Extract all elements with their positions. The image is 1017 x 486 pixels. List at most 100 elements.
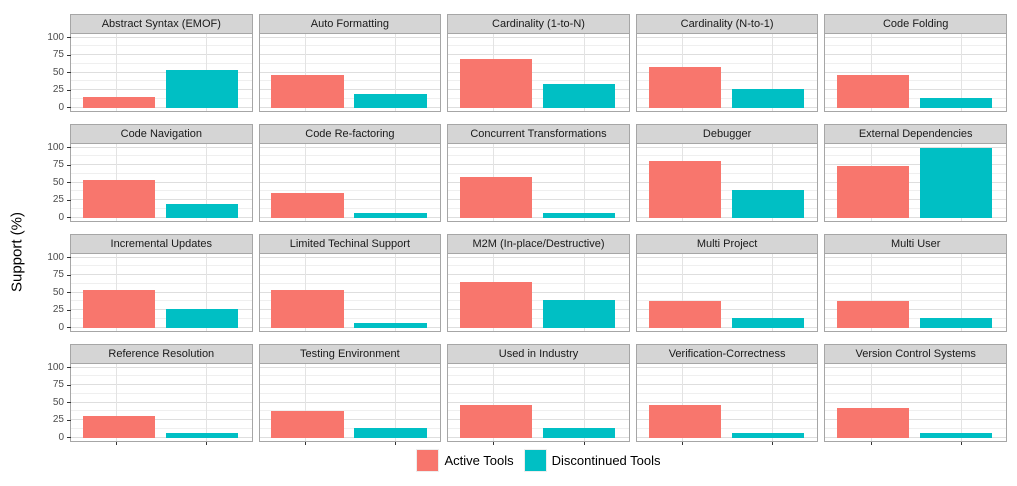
bar-discontinued xyxy=(920,98,993,108)
bar-discontinued xyxy=(543,299,616,328)
bar-active xyxy=(648,160,721,218)
gridline-minor xyxy=(825,265,1006,267)
bar-discontinued xyxy=(731,88,804,108)
facet-title: Reference Resolution xyxy=(70,344,253,364)
gridline-major xyxy=(825,256,1006,258)
gridline-minor xyxy=(71,375,252,377)
y-tick-mark xyxy=(67,107,71,108)
gridline-major xyxy=(71,366,252,368)
gridline-vertical xyxy=(395,144,397,221)
facet: Version Control Systems xyxy=(824,344,1007,445)
facet: Incremental Updates 0 25 50 75 100 xyxy=(47,234,253,332)
y-tick-mark xyxy=(67,37,71,38)
y-tick: 75 xyxy=(53,380,71,390)
y-axis: 0 25 50 75 100 xyxy=(25,251,71,333)
y-tick: 50 xyxy=(53,177,71,188)
facet-panel xyxy=(824,34,1007,112)
facet-panel xyxy=(447,254,630,332)
facet-panel: 0 25 50 75 100 xyxy=(47,252,253,332)
gridline-major xyxy=(448,36,629,38)
gridline-minor xyxy=(259,392,441,394)
y-tick-label: 50 xyxy=(52,286,64,298)
y-tick-mark xyxy=(67,147,71,148)
bar-discontinued xyxy=(165,70,239,108)
y-tick-mark xyxy=(67,164,71,166)
gridline-minor xyxy=(259,155,441,157)
gridline-major xyxy=(71,401,252,403)
y-tick-label: 50 xyxy=(52,66,64,78)
y-tick-label: 100 xyxy=(47,251,64,263)
gridline-major xyxy=(825,366,1006,368)
bar-discontinued xyxy=(354,93,427,108)
x-tick-mark xyxy=(681,442,683,445)
gridline-minor xyxy=(259,172,441,174)
bar-active xyxy=(837,407,910,438)
legend-key-active xyxy=(416,449,440,472)
facet-panel xyxy=(824,364,1007,445)
gridline-minor xyxy=(448,45,629,47)
gridline-minor xyxy=(825,62,1006,64)
gridline-minor xyxy=(259,282,441,284)
gridline-minor xyxy=(448,375,629,377)
x-tick-mark xyxy=(116,442,118,445)
gridline-major xyxy=(448,384,629,385)
facet-panel xyxy=(635,34,819,112)
legend-item: Active Tools xyxy=(416,449,514,472)
legend-swatch xyxy=(417,450,439,471)
y-tick-label: 100 xyxy=(47,361,64,373)
gridline-major xyxy=(71,274,252,275)
y-tick-mark xyxy=(67,199,71,201)
facet-panel xyxy=(258,34,442,112)
gridline-major xyxy=(448,164,629,165)
gridline-major xyxy=(259,181,441,183)
gridline-major xyxy=(259,366,441,368)
y-tick-label: 0 xyxy=(58,431,64,443)
x-tick-mark xyxy=(304,442,306,445)
facet-panel xyxy=(258,254,442,332)
bar-discontinued xyxy=(731,318,804,328)
gridline-major xyxy=(259,71,441,73)
y-tick-mark xyxy=(67,292,71,293)
gridline-vertical xyxy=(206,364,208,441)
legend-label: Discontinued Tools xyxy=(551,453,661,468)
gridline-minor xyxy=(71,62,252,64)
facet: Used in Industry xyxy=(447,344,630,445)
gridline-minor xyxy=(636,392,818,394)
y-tick-label: 0 xyxy=(58,321,64,333)
facet-title: External Dependencies xyxy=(824,124,1007,144)
bar-discontinued xyxy=(543,428,616,438)
gridline-major xyxy=(636,366,818,368)
facet-panel xyxy=(824,144,1007,222)
bar-discontinued xyxy=(354,322,427,328)
gridline-major xyxy=(259,164,441,165)
y-tick: 100 xyxy=(47,32,71,43)
gridline-minor xyxy=(636,265,818,267)
gridline-major xyxy=(71,54,252,55)
x-tick-mark xyxy=(960,442,962,445)
y-tick-mark xyxy=(67,367,71,368)
facet: Code Folding xyxy=(824,14,1007,112)
gridline-major xyxy=(259,36,441,38)
bar-discontinued xyxy=(920,318,993,328)
x-tick-mark xyxy=(772,442,774,445)
gridline-vertical xyxy=(772,364,774,441)
gridline-major xyxy=(636,54,818,55)
bar-active xyxy=(271,75,344,108)
bar-active xyxy=(82,289,155,328)
gridline-minor xyxy=(825,392,1006,394)
gridline-major xyxy=(71,36,252,38)
facet-panel: 0 25 50 75 100 xyxy=(47,32,253,112)
gridline-major xyxy=(448,256,629,258)
gridline-major xyxy=(71,164,252,165)
facet-title: Incremental Updates xyxy=(70,234,253,254)
facet-panel xyxy=(635,144,819,222)
bar-active xyxy=(459,177,533,218)
y-tick-mark xyxy=(67,72,71,73)
gridline-major xyxy=(825,36,1006,38)
facet-panel xyxy=(258,144,442,222)
gridline-major xyxy=(636,274,818,275)
gridline-minor xyxy=(448,172,629,174)
y-tick: 25 xyxy=(53,85,71,95)
gridline-major xyxy=(825,54,1006,55)
gridline-major xyxy=(71,256,252,258)
